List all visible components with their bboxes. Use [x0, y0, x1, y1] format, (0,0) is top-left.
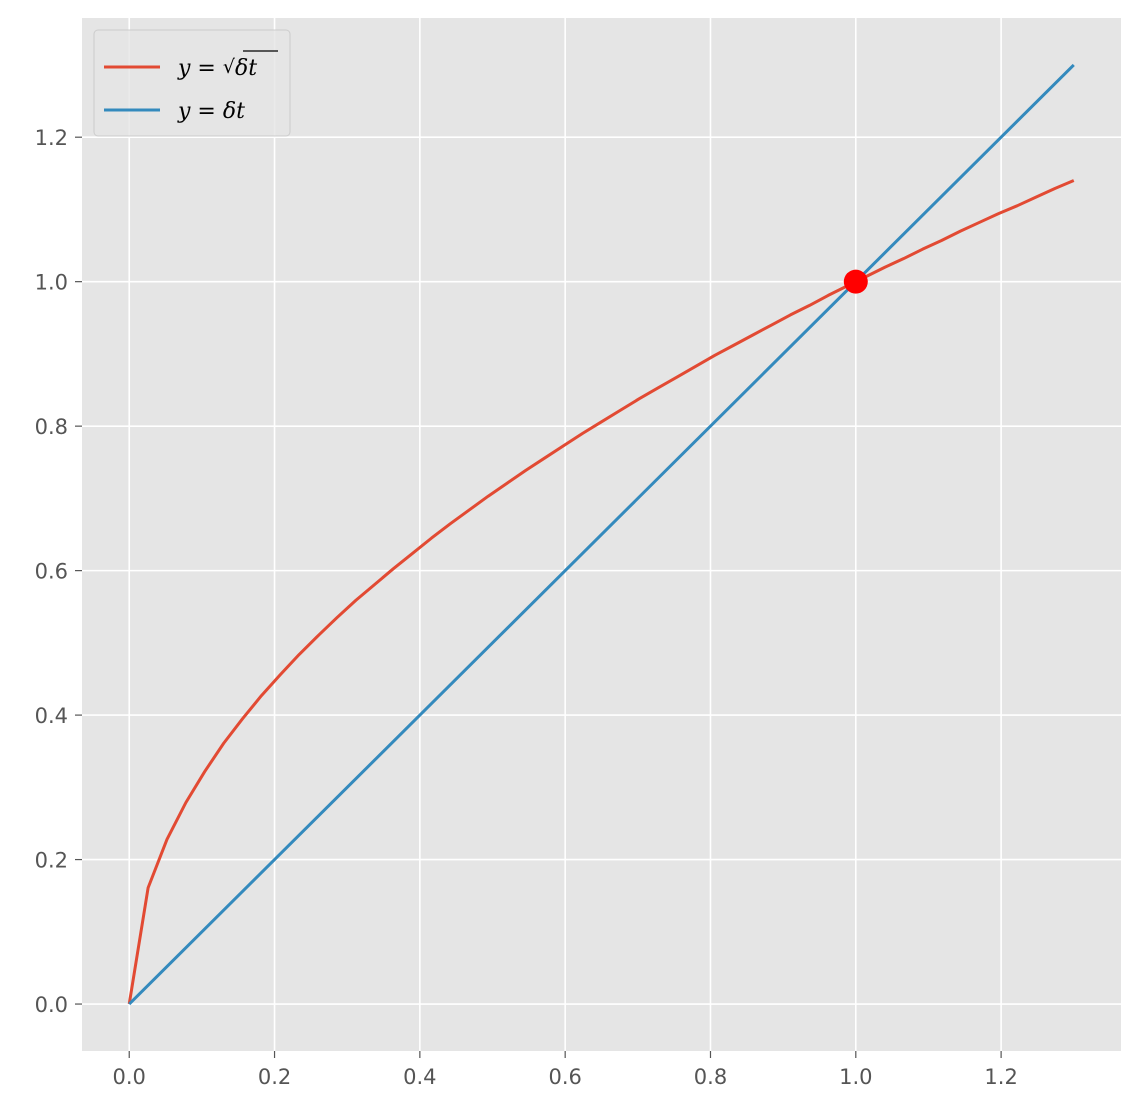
x-axis: 0.0 0.2 0.4 0.6 0.8 1.0 1.2: [113, 1051, 1018, 1089]
y-axis: 0.0 0.2 0.4 0.6 0.8 1.0 1.2: [35, 126, 82, 1017]
legend-label-linear: y = δt: [177, 99, 245, 124]
legend-label-sqrt: y = √δt: [177, 50, 278, 81]
y-tick-label: 1.0: [35, 271, 68, 295]
points-layer: [843, 269, 868, 294]
y-tick-label: 0.8: [35, 415, 68, 439]
legend-sqrt-eq: =: [190, 56, 222, 81]
series-line-sqrt: [127, 179, 1075, 1005]
svg-text:y = √δt: y = √δt: [177, 56, 257, 81]
x-tick-label: 1.2: [984, 1065, 1017, 1089]
y-tick-label: 0.6: [35, 560, 68, 584]
y-tick-label: 0.0: [35, 993, 68, 1017]
x-tick-label: 0.0: [113, 1065, 146, 1089]
legend-sqrt-radicand: δt: [235, 56, 257, 81]
y-tick-label: 1.2: [35, 126, 68, 150]
grid: [82, 18, 1121, 1051]
x-tick-label: 1.0: [839, 1065, 872, 1089]
intersection-point: [843, 269, 868, 294]
series-layer: [127, 63, 1075, 1006]
x-tick-label: 0.4: [403, 1065, 436, 1089]
legend-linear-rhs: δt: [223, 99, 245, 124]
legend-linear-eq: =: [190, 99, 222, 124]
x-tick-label: 0.6: [548, 1065, 581, 1089]
series-line-linear: [128, 63, 1075, 1006]
legend-sqrt-lhs: y: [177, 56, 191, 81]
legend: y = √δt y = δt: [93, 29, 291, 137]
x-tick-label: 0.8: [694, 1065, 727, 1089]
legend-linear-lhs: y: [177, 99, 191, 124]
y-tick-label: 0.2: [35, 849, 68, 873]
x-tick-label: 0.2: [258, 1065, 291, 1089]
y-tick-label: 0.4: [35, 704, 68, 728]
legend-sqrt-radical: √: [223, 56, 236, 78]
